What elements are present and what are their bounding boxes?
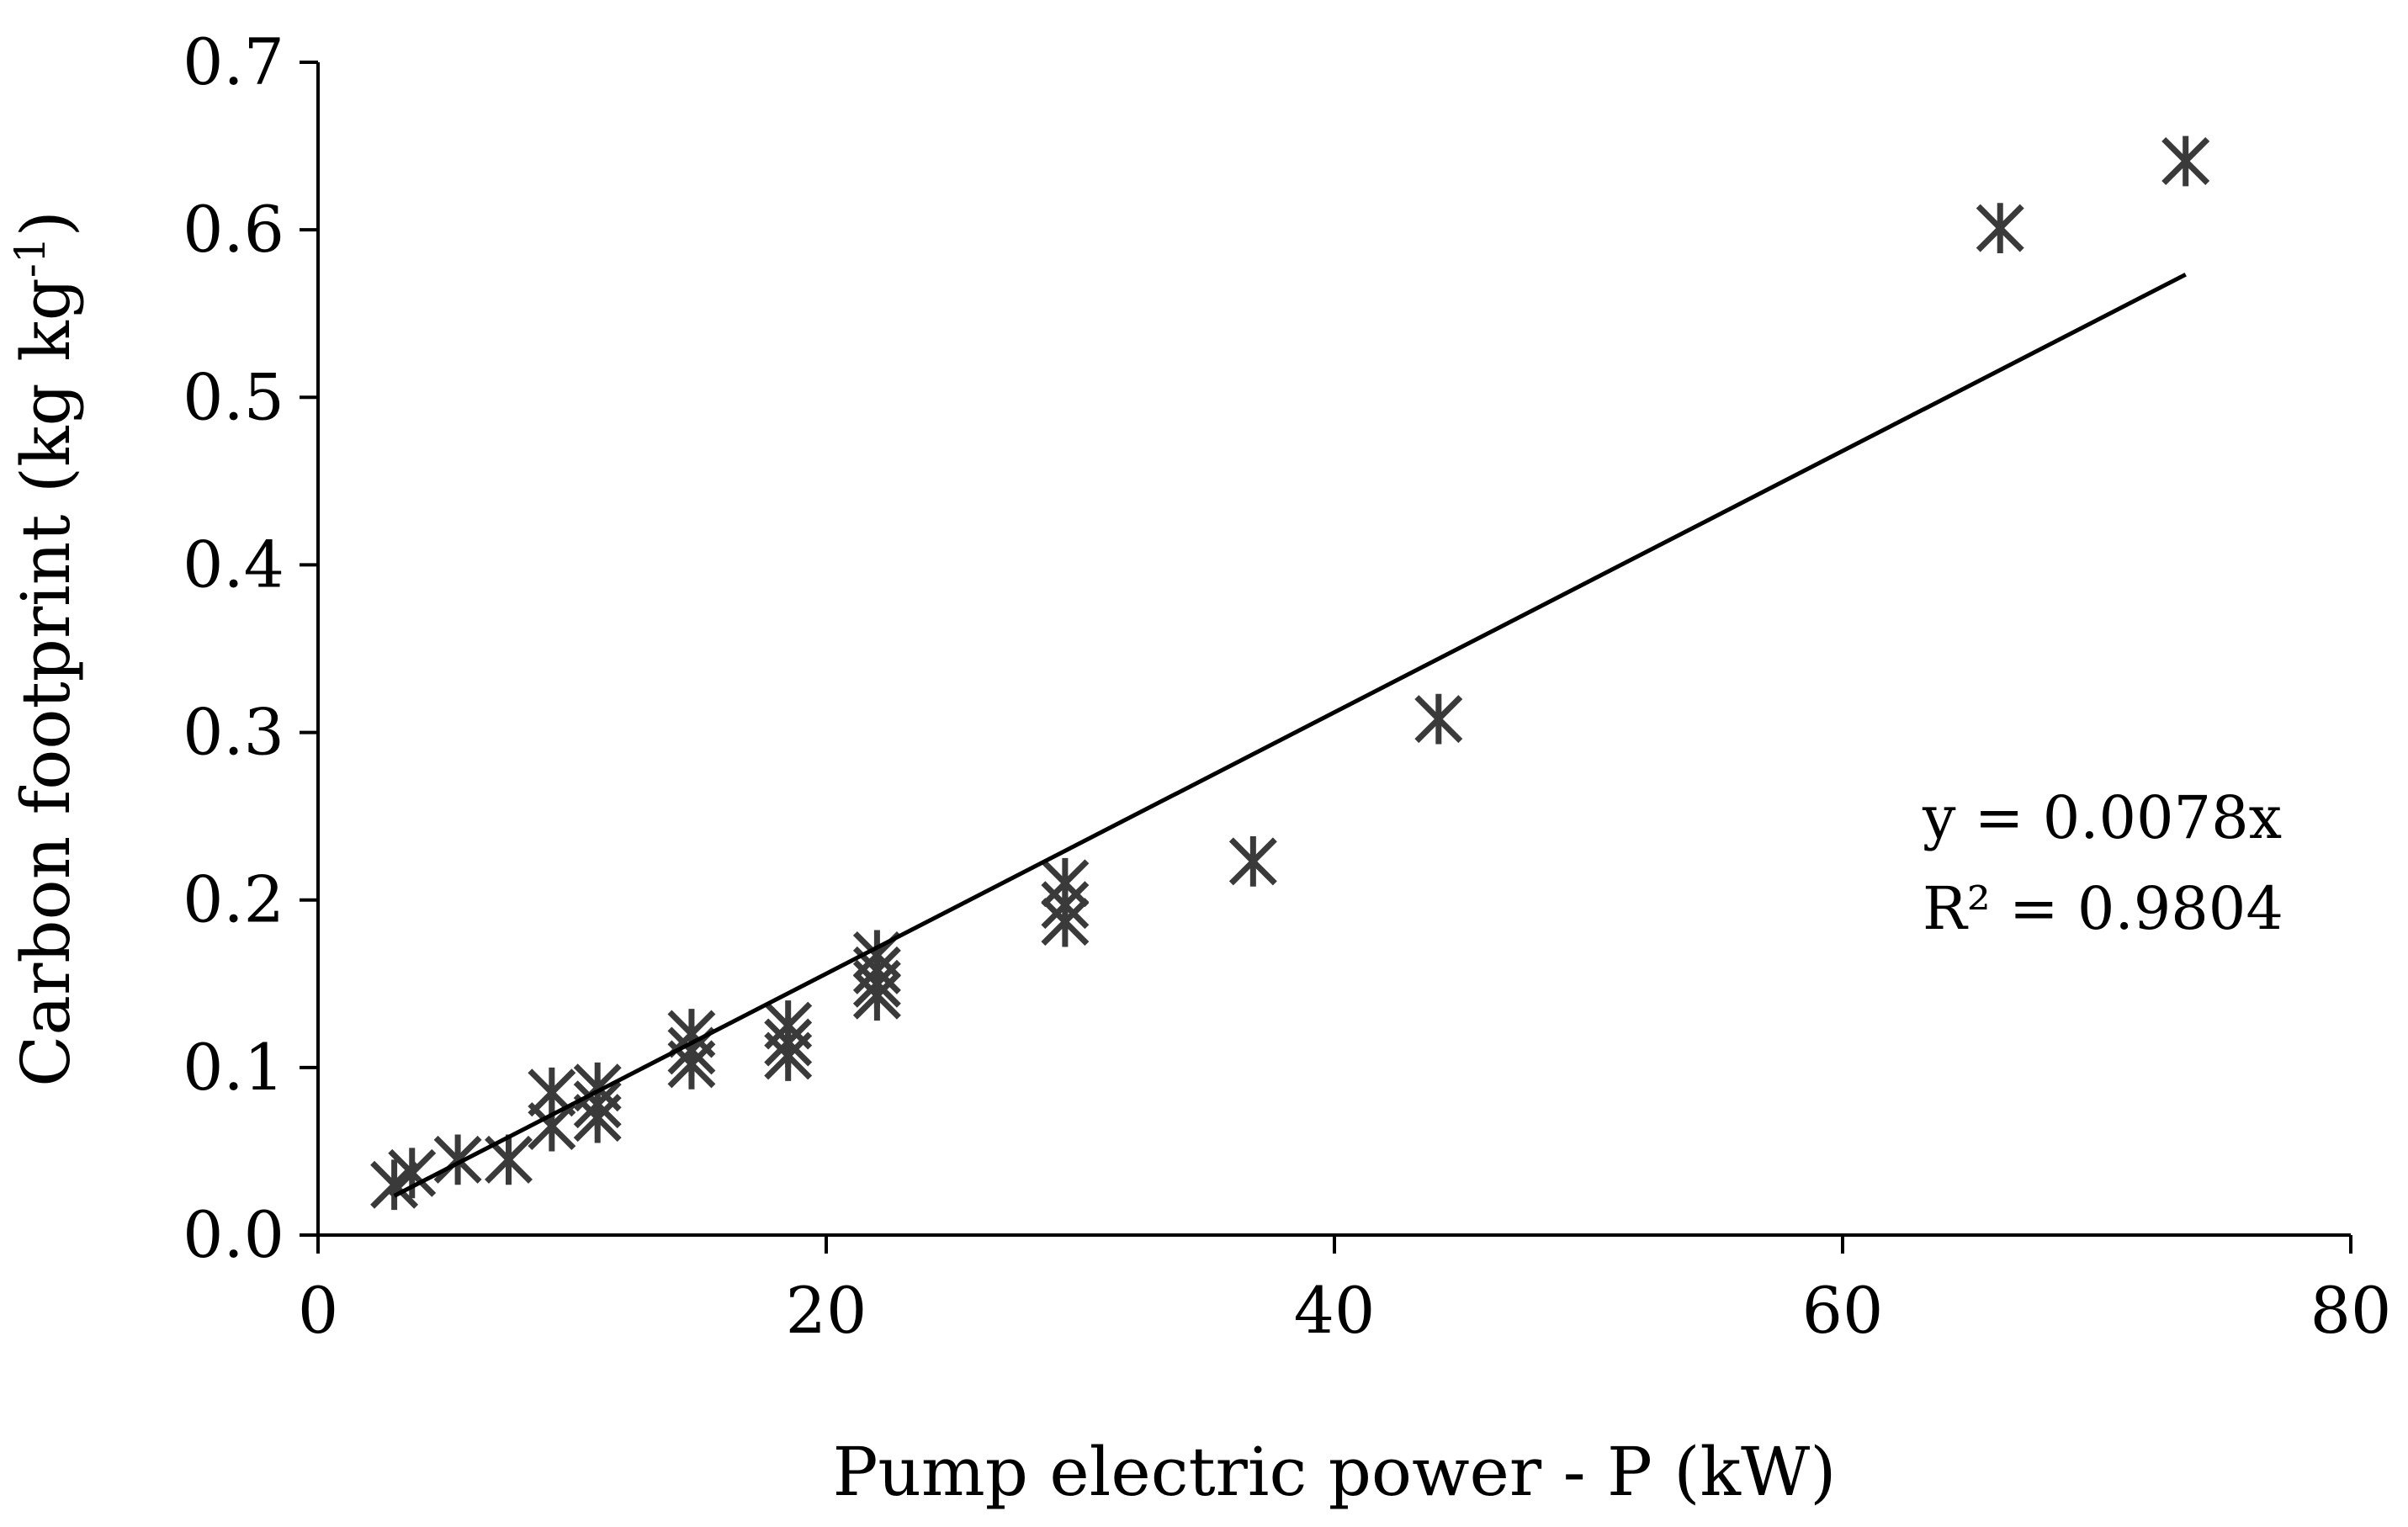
y-tick-label: 0.6 [183, 192, 284, 267]
data-point [1414, 693, 1463, 745]
x-axis-ticks: 0 20 40 60 80 [298, 1235, 2392, 1348]
y-tick-label: 0.3 [183, 695, 284, 770]
x-tick-label: 0 [298, 1273, 338, 1348]
y-tick-label: 0.1 [183, 1030, 284, 1105]
y-tick-label: 0.4 [183, 527, 284, 602]
data-point [1041, 857, 1090, 909]
data-point [1976, 203, 2024, 254]
trendline-equation: y = 0.0078x [1922, 783, 2282, 852]
data-point [1228, 836, 1277, 887]
data-point [573, 1062, 622, 1113]
data-point [528, 1067, 576, 1118]
y-axis-title-superscript: -1 [6, 236, 55, 278]
data-point [433, 1134, 482, 1185]
x-tick-label: 80 [2310, 1273, 2392, 1348]
y-axis-title-main: Carbon footprint (kg kg [7, 278, 85, 1087]
y-tick-label: 0.5 [183, 359, 284, 434]
data-markers [370, 135, 2210, 1211]
trendline-r-squared: R² = 0.9804 [1923, 874, 2283, 943]
data-point [485, 1134, 533, 1185]
x-tick-label: 60 [1802, 1273, 1884, 1348]
y-tick-label: 0.7 [183, 24, 284, 99]
axes [316, 62, 2351, 1237]
y-axis-ticks: 0.0 0.1 0.2 0.3 0.4 0.5 0.6 0.7 [183, 24, 318, 1272]
y-axis-title-close: ) [7, 210, 85, 236]
trendline [393, 273, 2187, 1198]
y-tick-label: 0.0 [183, 1197, 284, 1272]
x-tick-label: 40 [1294, 1273, 1376, 1348]
x-axis-title: Pump electric power - P (kW) [833, 1433, 1837, 1511]
x-tick-label: 20 [786, 1273, 867, 1348]
y-axis-title: Carbon footprint (kg kg-1) [6, 210, 85, 1087]
data-point [388, 1148, 437, 1199]
data-point [764, 1000, 813, 1051]
data-point [2161, 135, 2210, 187]
y-tick-label: 0.2 [183, 862, 284, 937]
